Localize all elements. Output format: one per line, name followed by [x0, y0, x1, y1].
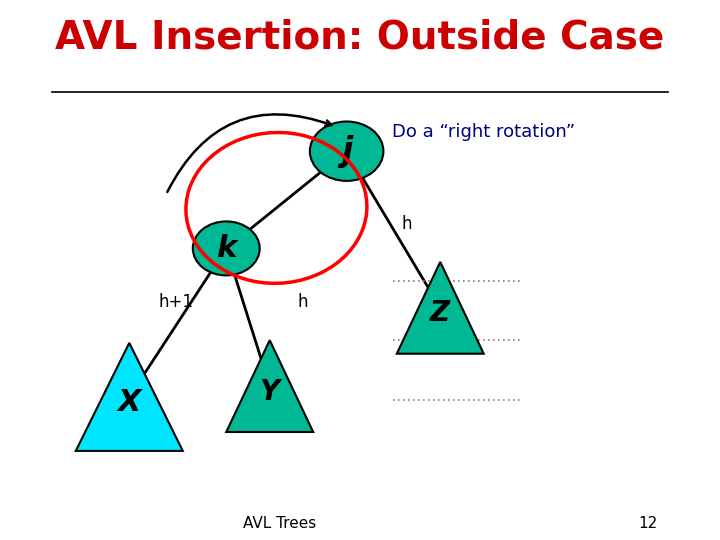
Circle shape [310, 122, 384, 181]
Text: h: h [402, 215, 412, 233]
Text: X: X [117, 388, 141, 417]
Text: j: j [341, 134, 352, 168]
Text: 12: 12 [638, 516, 657, 531]
Text: Z: Z [430, 299, 450, 327]
Text: AVL Insertion: Outside Case: AVL Insertion: Outside Case [55, 19, 665, 57]
Circle shape [193, 221, 260, 275]
Text: k: k [216, 234, 236, 263]
Polygon shape [76, 343, 183, 451]
Text: Do a “right rotation”: Do a “right rotation” [392, 123, 575, 141]
Polygon shape [397, 262, 484, 354]
Text: Y: Y [260, 377, 280, 406]
Text: AVL Trees: AVL Trees [243, 516, 316, 531]
Polygon shape [226, 340, 313, 432]
Text: h: h [298, 293, 308, 312]
Text: h+1: h+1 [158, 293, 194, 312]
